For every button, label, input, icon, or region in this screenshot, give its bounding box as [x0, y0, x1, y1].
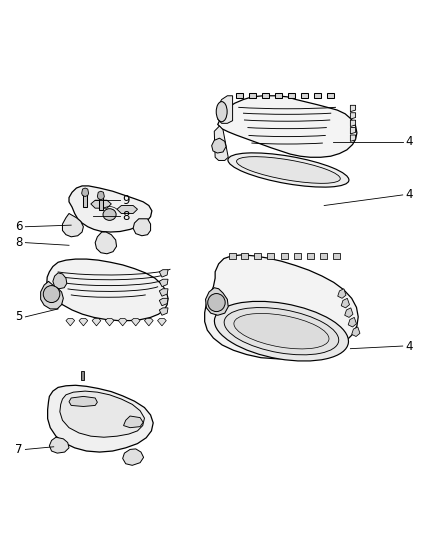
- Polygon shape: [60, 391, 144, 437]
- Bar: [306, 253, 313, 259]
- Polygon shape: [350, 113, 355, 119]
- Text: 7: 7: [15, 443, 22, 456]
- Bar: [326, 93, 333, 99]
- Bar: [280, 253, 287, 259]
- Text: 8: 8: [122, 209, 129, 223]
- Polygon shape: [62, 214, 83, 237]
- Polygon shape: [340, 298, 349, 308]
- Polygon shape: [211, 138, 226, 153]
- Polygon shape: [351, 327, 359, 336]
- Polygon shape: [69, 397, 97, 407]
- Polygon shape: [41, 281, 63, 309]
- Polygon shape: [159, 308, 168, 316]
- Polygon shape: [350, 135, 355, 141]
- Polygon shape: [47, 385, 153, 452]
- Polygon shape: [105, 318, 114, 326]
- Polygon shape: [214, 126, 228, 160]
- Polygon shape: [79, 318, 88, 326]
- Text: 8: 8: [15, 236, 22, 249]
- Polygon shape: [122, 449, 143, 465]
- Polygon shape: [217, 96, 232, 123]
- Bar: [241, 253, 248, 259]
- Bar: [287, 93, 294, 99]
- Polygon shape: [117, 206, 137, 214]
- Text: 4: 4: [405, 135, 412, 148]
- Bar: [332, 253, 339, 259]
- Ellipse shape: [207, 294, 225, 312]
- Ellipse shape: [214, 301, 348, 361]
- Polygon shape: [157, 318, 166, 326]
- Polygon shape: [217, 96, 356, 157]
- Polygon shape: [159, 298, 168, 306]
- Bar: [83, 193, 87, 207]
- Ellipse shape: [103, 209, 116, 220]
- Bar: [267, 253, 274, 259]
- Bar: [248, 93, 255, 99]
- Polygon shape: [347, 317, 356, 327]
- Text: 4: 4: [405, 189, 412, 201]
- Bar: [254, 253, 261, 259]
- Polygon shape: [95, 232, 116, 254]
- Polygon shape: [205, 288, 228, 316]
- Polygon shape: [159, 279, 168, 287]
- Polygon shape: [144, 318, 153, 326]
- Polygon shape: [97, 191, 104, 200]
- Text: 5: 5: [15, 310, 22, 324]
- Bar: [229, 253, 236, 259]
- Bar: [293, 253, 300, 259]
- Polygon shape: [49, 437, 69, 453]
- Ellipse shape: [236, 157, 339, 183]
- Polygon shape: [47, 259, 168, 320]
- Polygon shape: [350, 127, 355, 134]
- Polygon shape: [159, 270, 168, 277]
- Text: 6: 6: [15, 220, 22, 233]
- Bar: [99, 197, 103, 210]
- Polygon shape: [66, 318, 74, 326]
- Polygon shape: [118, 318, 127, 326]
- Ellipse shape: [233, 313, 328, 349]
- Polygon shape: [81, 188, 88, 197]
- Polygon shape: [53, 273, 67, 289]
- Bar: [274, 93, 281, 99]
- Ellipse shape: [227, 153, 348, 187]
- Polygon shape: [92, 318, 101, 326]
- Polygon shape: [133, 219, 150, 236]
- Bar: [319, 253, 326, 259]
- Bar: [235, 93, 242, 99]
- Bar: [261, 93, 268, 99]
- Ellipse shape: [43, 286, 60, 303]
- Polygon shape: [159, 289, 168, 296]
- Polygon shape: [344, 308, 352, 317]
- Polygon shape: [350, 120, 355, 126]
- Text: 4: 4: [405, 340, 412, 352]
- Text: 9: 9: [122, 193, 129, 207]
- Polygon shape: [337, 289, 345, 298]
- Polygon shape: [123, 416, 143, 427]
- Polygon shape: [91, 200, 111, 208]
- Polygon shape: [131, 318, 140, 326]
- Polygon shape: [69, 186, 152, 232]
- Ellipse shape: [224, 308, 338, 355]
- Bar: [81, 371, 84, 381]
- Polygon shape: [204, 255, 357, 359]
- Ellipse shape: [216, 102, 226, 122]
- Bar: [314, 93, 321, 99]
- Polygon shape: [350, 106, 355, 112]
- Bar: [300, 93, 307, 99]
